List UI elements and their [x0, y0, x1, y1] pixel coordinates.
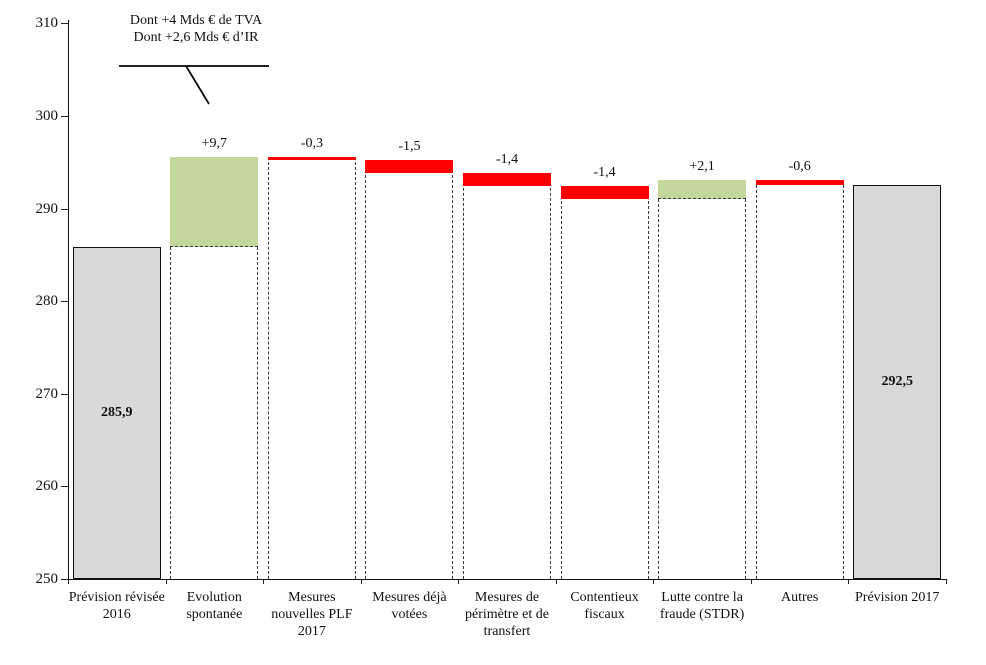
y-axis-tick	[61, 301, 68, 303]
bar-value-label: -1,5	[398, 138, 421, 154]
x-axis-tick	[653, 579, 655, 584]
y-axis-tick-label: 250	[35, 571, 59, 587]
x-axis-tick	[750, 579, 752, 584]
decrease-bar-segment	[463, 173, 551, 187]
decrease-bar-segment	[365, 159, 454, 174]
y-axis-tick	[61, 393, 68, 395]
y-axis-tick	[61, 208, 68, 210]
bar-value-label: -1,4	[593, 165, 616, 181]
phantom-drop-lines	[755, 179, 844, 579]
phantom-drop-lines	[463, 173, 551, 579]
decrease-bar-segment	[560, 186, 649, 200]
decrease-bar-segment	[755, 179, 844, 186]
decrease-bar-segment	[267, 156, 356, 161]
bar-value-label: -0,3	[300, 135, 323, 151]
x-axis-tick	[68, 579, 69, 584]
y-axis-tick-label: 310	[35, 15, 59, 32]
increase-bar-segment	[658, 179, 747, 200]
total-bar	[72, 246, 161, 579]
category-label: Lutte contre la fraude (STDR)	[659, 590, 745, 622]
category-label: Evolution spontanée	[186, 590, 243, 622]
annotation-line-1: Dont +4 Mds € de TVA	[129, 13, 263, 28]
y-axis-tick-label: 290	[35, 200, 59, 217]
bar-inside-label: 285,9	[101, 404, 133, 420]
y-axis-tick	[61, 23, 68, 25]
x-axis-tick	[946, 579, 947, 584]
x-axis-tick	[165, 579, 167, 584]
phantom-drop-lines	[267, 156, 356, 579]
y-axis-tick	[61, 486, 68, 488]
bar-value-label: +2,1	[689, 158, 715, 174]
y-axis-line	[68, 20, 69, 580]
phantom-drop-lines	[560, 186, 649, 579]
y-axis-tick-label: 300	[35, 108, 59, 124]
category-label: Prévision 2017	[855, 590, 940, 605]
y-axis-tick-label: 280	[35, 293, 59, 310]
x-axis-tick	[555, 579, 557, 584]
annotation-line-2: Dont +2,6 Mds € d’IR	[133, 30, 259, 45]
x-axis-tick	[263, 579, 265, 584]
category-label: Prévision révisée 2016	[68, 590, 165, 622]
category-label: Mesures de périmètre et de transfert	[465, 590, 549, 639]
bar-inside-label: 292,5	[881, 374, 913, 390]
bar-value-label: -0,6	[788, 158, 811, 174]
annotation-callout: Dont +4 Mds € de TVA Dont +2,6 Mds € d’I…	[108, 12, 284, 46]
phantom-drop-lines	[170, 246, 259, 579]
x-axis-line	[68, 579, 947, 580]
category-label: Contentieux fiscaux	[570, 590, 639, 622]
increase-bar-segment	[170, 156, 259, 247]
category-label: Mesures nouvelles PLF 2017	[271, 590, 353, 639]
y-axis-tick	[61, 116, 68, 117]
x-axis-tick	[848, 579, 850, 584]
y-axis-tick-label: 260	[35, 478, 59, 495]
y-axis-tick	[61, 579, 68, 580]
phantom-drop-lines	[658, 199, 747, 579]
category-label: Autres	[780, 590, 819, 605]
x-axis-tick	[458, 579, 460, 584]
bar-value-label: +9,7	[201, 135, 228, 151]
y-axis-tick-label: 270	[35, 385, 59, 402]
x-axis-tick	[360, 579, 362, 584]
phantom-drop-lines	[365, 159, 454, 579]
bar-value-label: -1,4	[495, 152, 519, 168]
category-label: Mesures déjà votées	[372, 590, 447, 622]
total-bar	[853, 185, 942, 579]
